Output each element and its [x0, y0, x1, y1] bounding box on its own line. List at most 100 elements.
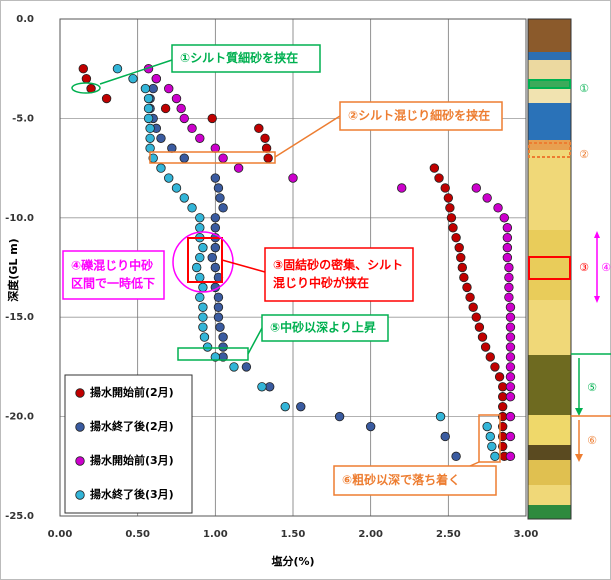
point — [264, 154, 273, 163]
point — [211, 263, 220, 272]
point — [503, 243, 512, 252]
point — [216, 323, 225, 332]
point — [234, 164, 243, 173]
legend-marker — [76, 491, 85, 500]
point — [164, 84, 173, 93]
column-label: ⑤ — [587, 381, 597, 394]
annotation: ⑥粗砂以深で落ち着く — [342, 472, 460, 487]
point — [144, 114, 153, 123]
point — [495, 373, 504, 382]
point — [472, 184, 481, 193]
point — [219, 204, 228, 213]
point — [211, 144, 220, 153]
point — [144, 94, 153, 103]
point — [262, 144, 271, 153]
point — [196, 273, 205, 282]
point — [506, 323, 515, 332]
point — [214, 184, 223, 193]
y-axis-label: 深度(GL m) — [6, 238, 20, 301]
page: 0.0-5.0-10.0-15.0-20.0-25.00.000.501.001… — [0, 0, 611, 580]
point — [168, 144, 177, 153]
point — [498, 392, 507, 401]
point — [214, 293, 223, 302]
point — [211, 214, 220, 223]
point — [265, 382, 274, 391]
y-tick-label: -25.0 — [5, 511, 34, 522]
point — [208, 253, 217, 262]
legend-label: 揚水終了後(3月) — [90, 487, 174, 501]
point — [102, 94, 111, 103]
point — [188, 124, 197, 133]
layer — [528, 460, 571, 485]
column-label: ① — [579, 82, 589, 95]
legend-label: 揚水終了後(2月) — [90, 419, 174, 433]
point — [261, 134, 270, 143]
legend-label: 揚水開始前(2月) — [90, 385, 174, 399]
point — [180, 114, 189, 123]
point — [506, 412, 515, 421]
point — [506, 452, 515, 461]
point — [216, 194, 225, 203]
point — [469, 303, 478, 312]
column-label: ③ — [579, 261, 589, 274]
point — [129, 74, 138, 83]
point — [149, 84, 158, 93]
point — [505, 273, 514, 282]
point — [494, 204, 503, 213]
point — [180, 154, 189, 163]
layer — [528, 80, 571, 88]
point — [192, 263, 201, 272]
legend-label: 揚水開始前(3月) — [90, 453, 174, 467]
point — [196, 223, 205, 232]
point — [196, 253, 205, 262]
point — [164, 174, 173, 183]
point — [144, 104, 153, 113]
point — [498, 402, 507, 411]
point — [397, 184, 406, 193]
legend-marker — [76, 389, 85, 398]
point — [296, 402, 305, 411]
point — [188, 204, 197, 213]
point — [503, 233, 512, 242]
point — [503, 253, 512, 262]
point — [506, 382, 515, 391]
point — [230, 363, 239, 372]
point — [452, 452, 461, 461]
point — [500, 214, 509, 223]
point — [506, 392, 515, 401]
point — [258, 382, 267, 391]
point — [503, 223, 512, 232]
layer — [528, 505, 571, 519]
annotation: ③固結砂の密集、シルト — [273, 257, 403, 272]
y-tick-label: -15.0 — [5, 312, 34, 323]
column-label: ④ — [601, 261, 611, 274]
point — [146, 144, 155, 153]
y-tick-label: -10.0 — [5, 213, 34, 224]
layer — [528, 300, 571, 355]
point — [483, 194, 492, 203]
point — [447, 214, 456, 223]
point — [441, 432, 450, 441]
point — [505, 283, 514, 292]
point — [199, 283, 208, 292]
point — [196, 214, 205, 223]
x-tick-label: 2.50 — [436, 529, 461, 540]
point — [446, 204, 455, 213]
point — [146, 124, 155, 133]
point — [444, 194, 453, 203]
point — [449, 223, 458, 232]
annotation: ①シルト質細砂を挟在 — [180, 50, 298, 65]
point — [172, 94, 181, 103]
point — [455, 243, 464, 252]
column-label: ② — [579, 148, 589, 161]
point — [506, 333, 515, 342]
annotation: 区間で一時低下 — [71, 276, 155, 291]
point — [506, 363, 515, 372]
point — [199, 323, 208, 332]
annotation: ④礫混じり中砂 — [71, 258, 153, 273]
x-tick-label: 0.00 — [48, 529, 73, 540]
point — [472, 313, 481, 322]
point — [441, 184, 450, 193]
point — [475, 323, 484, 332]
point — [488, 442, 497, 451]
